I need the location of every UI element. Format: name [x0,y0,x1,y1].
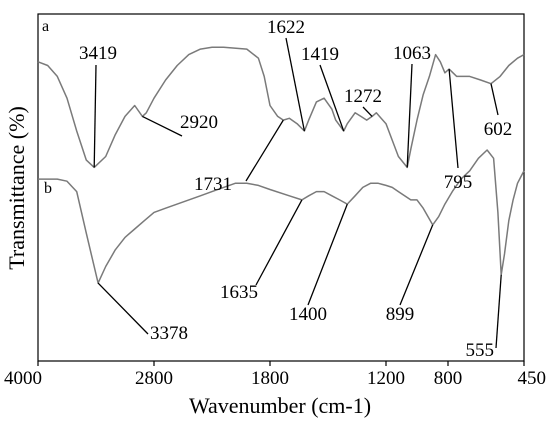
peak-leader-899 [400,225,433,305]
x-tick-label: 1200 [367,368,405,389]
peak-leader-795 [449,69,458,168]
peak-label-555: 555 [466,340,495,361]
peak-leader-1272 [363,107,372,116]
peak-label-899: 899 [386,304,415,325]
x-tick-label: 2800 [135,368,173,389]
peak-label-1622: 1622 [267,17,305,38]
peak-leader-1400 [308,204,347,305]
spectrum-line-a [38,47,524,167]
peak-leader-2920 [142,116,182,136]
peak-label-1419: 1419 [301,44,339,65]
peak-leader-555 [496,275,501,348]
x-tick-marks [38,361,524,366]
peak-label-1635: 1635 [220,282,258,303]
peak-label-1731: 1731 [194,174,232,195]
x-tick-label: 450 [518,368,547,389]
series-tag-b: b [44,180,52,197]
curves-layer [38,47,524,283]
peak-label-3378: 3378 [150,323,188,344]
y-axis-title: Transmittance (%) [4,106,29,270]
peak-label-1063: 1063 [393,43,431,64]
x-tick-label: 4000 [4,368,42,389]
peak-label-602: 602 [484,119,513,140]
peak-label-3419: 3419 [79,43,117,64]
peak-leader-1731 [246,120,283,181]
x-tick-label: 800 [434,368,463,389]
x-tick-label: 1800 [251,368,289,389]
leader-lines-layer [94,38,501,348]
peak-label-2920: 2920 [180,112,218,133]
peak-label-1272: 1272 [344,86,382,107]
series-tag-a: a [42,18,49,35]
spectrum-line-b [38,150,524,283]
x-axis-title: Wavenumber (cm-1) [189,393,371,418]
peak-leader-3378 [98,283,148,334]
peak-leader-3419 [94,65,96,167]
peak-label-795: 795 [444,172,473,193]
peak-leader-602 [491,84,498,115]
peak-label-1400: 1400 [289,304,327,325]
peak-leader-1635 [256,200,302,285]
x-tick-labels: 4000 2800 1800 1200 800 450 [4,368,546,389]
